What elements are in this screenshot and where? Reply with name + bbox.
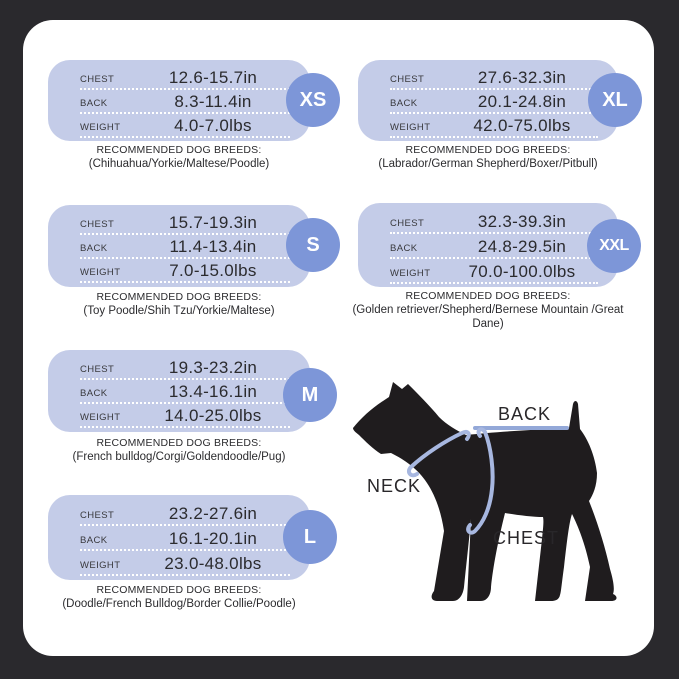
back-value: 16.1-20.1in [168,529,258,548]
measure-row-back: BACK 20.1-24.8in [390,90,598,114]
diagram-chest-label: CHEST [493,528,560,548]
recommended-title: RECOMMENDED DOG BREEDS: [96,291,262,303]
dog-silhouette [353,382,617,601]
recommended-breeds: (French bulldog/Corgi/Goldendoodle/Pug) [72,451,286,463]
weight-label: WEIGHT [390,122,431,133]
size-badge-xl: XL [588,73,642,127]
chest-value: 12.6-15.7in [168,68,258,87]
back-value: 8.3-11.4in [174,92,252,111]
measure-row-chest: CHEST 32.3-39.3in [390,209,598,234]
weight-value: 23.0-48.0lbs [164,554,262,573]
weight-value: 42.0-75.0lbs [473,116,571,135]
chest-label: CHEST [80,74,115,85]
recommended-breeds: (Labrador/German Shepherd/Boxer/Pitbull) [378,158,598,170]
chest-label: CHEST [390,74,425,85]
size-badge-xs: XS [286,73,340,127]
measure-row-back: BACK 11.4-13.4in [80,235,290,259]
recommended-breeds: (Chihuahua/Yorkie/Maltese/Poodle) [88,158,270,170]
recommended-breeds: (Golden retriever/Shepherd/Bernese Mount… [352,304,624,330]
back-label: BACK [390,98,418,109]
back-label: BACK [80,243,108,254]
recommended-breeds: (Toy Poodle/Shih Tzu/Yorkie/Maltese) [83,305,275,317]
recommended-block-s: RECOMMENDED DOG BREEDS: (Toy Poodle/Shih… [33,291,325,319]
back-value: 11.4-13.4in [169,237,257,256]
size-card-xl: CHEST 27.6-32.3in BACK 20.1-24.8in WEIGH… [358,60,618,141]
measure-row-back: BACK 8.3-11.4in [80,90,290,114]
weight-label: WEIGHT [80,267,121,278]
recommended-block-l: RECOMMENDED DOG BREEDS: (Doodle/French B… [33,584,325,612]
measure-row-weight: WEIGHT 23.0-48.0lbs [80,551,290,576]
weight-label: WEIGHT [80,560,121,571]
size-card-m: CHEST 19.3-23.2in BACK 13.4-16.1in WEIGH… [48,350,310,432]
measure-row-weight: WEIGHT 14.0-25.0lbs [80,404,290,428]
measure-row-chest: CHEST 15.7-19.3in [80,211,290,235]
recommended-title: RECOMMENDED DOG BREEDS: [96,437,262,449]
back-label: BACK [80,535,108,546]
chart-panel: CHEST 12.6-15.7in BACK 8.3-11.4in WEIGHT… [23,20,654,656]
chest-label: CHEST [80,510,115,521]
recommended-block-xs: RECOMMENDED DOG BREEDS: (Chihuahua/Yorki… [33,144,325,172]
chest-label: CHEST [80,219,115,230]
measure-row-chest: CHEST 12.6-15.7in [80,66,290,90]
size-badge-s: S [286,218,340,272]
size-badge-m: M [283,368,337,422]
size-badge-xxl: XXL [587,219,641,273]
measure-row-back: BACK 16.1-20.1in [80,526,290,551]
size-card-s: CHEST 15.7-19.3in BACK 11.4-13.4in WEIGH… [48,205,310,287]
weight-label: WEIGHT [390,268,431,279]
recommended-title: RECOMMENDED DOG BREEDS: [96,144,262,156]
measure-row-back: BACK 24.8-29.5in [390,234,598,259]
measure-row-weight: WEIGHT 4.0-7.0lbs [80,114,290,138]
measure-row-chest: CHEST 27.6-32.3in [390,66,598,90]
measure-row-weight: WEIGHT 42.0-75.0lbs [390,114,598,138]
harness-chest-strap [466,427,495,535]
chest-label: CHEST [390,218,425,229]
harness-neck-strap [406,429,471,478]
weight-value: 7.0-15.0lbs [169,261,257,280]
weight-label: WEIGHT [80,122,121,133]
weight-value: 70.0-100.0lbs [468,262,576,281]
back-label: BACK [80,98,108,109]
size-card-xxl: CHEST 32.3-39.3in BACK 24.8-29.5in WEIGH… [358,203,618,287]
weight-value: 4.0-7.0lbs [174,116,252,135]
chest-value: 19.3-23.2in [168,358,258,377]
recommended-block-m: RECOMMENDED DOG BREEDS: (French bulldog/… [33,437,325,465]
back-label: BACK [390,243,418,254]
chest-value: 32.3-39.3in [477,212,567,231]
weight-value: 14.0-25.0lbs [164,406,262,425]
diagram-neck-label: NECK [367,476,422,496]
recommended-title: RECOMMENDED DOG BREEDS: [405,290,571,302]
back-value: 24.8-29.5in [477,237,567,256]
measure-row-chest: CHEST 23.2-27.6in [80,501,290,526]
recommended-breeds: (Doodle/French Bulldog/Border Collie/Poo… [62,598,296,610]
chest-value: 15.7-19.3in [168,213,258,232]
size-badge-l: L [283,510,337,564]
recommended-block-xl: RECOMMENDED DOG BREEDS: (Labrador/German… [343,144,633,172]
size-card-xs: CHEST 12.6-15.7in BACK 8.3-11.4in WEIGHT… [48,60,310,141]
weight-label: WEIGHT [80,412,121,423]
size-card-l: CHEST 23.2-27.6in BACK 16.1-20.1in WEIGH… [48,495,310,580]
measure-row-chest: CHEST 19.3-23.2in [80,356,290,380]
recommended-title: RECOMMENDED DOG BREEDS: [405,144,571,156]
back-value: 13.4-16.1in [168,382,258,401]
recommended-block-xxl: RECOMMENDED DOG BREEDS: (Golden retrieve… [343,290,633,331]
measure-row-weight: WEIGHT 70.0-100.0lbs [390,259,598,284]
recommended-title: RECOMMENDED DOG BREEDS: [96,584,262,596]
back-value: 20.1-24.8in [477,92,567,111]
chest-value: 23.2-27.6in [168,504,258,523]
measure-row-back: BACK 13.4-16.1in [80,380,290,404]
dog-diagram [353,382,617,601]
measure-row-weight: WEIGHT 7.0-15.0lbs [80,259,290,283]
chest-label: CHEST [80,364,115,375]
diagram-back-label: BACK [498,404,552,424]
chest-value: 27.6-32.3in [477,68,567,87]
back-label: BACK [80,388,108,399]
